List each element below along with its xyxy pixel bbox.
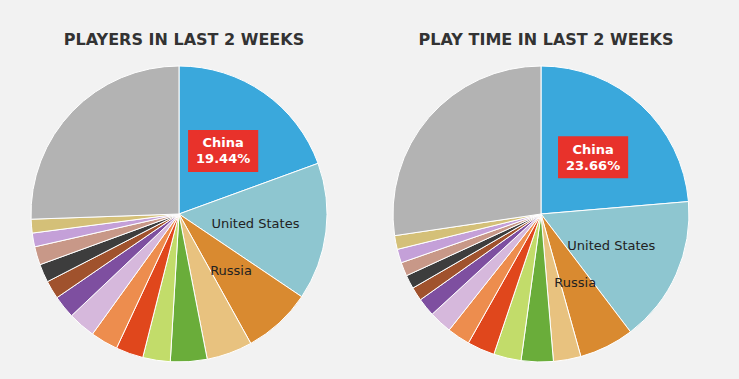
svg-text:23.66%: 23.66% (566, 158, 620, 173)
svg-text:PLAY TIME IN LAST 2 WEEKS: PLAY TIME IN LAST 2 WEEKS (419, 30, 674, 49)
svg-text:United States: United States (211, 216, 299, 231)
svg-text:PLAYERS IN LAST 2 WEEKS: PLAYERS IN LAST 2 WEEKS (64, 30, 304, 49)
svg-text:Russia: Russia (210, 263, 252, 278)
svg-text:19.44%: 19.44% (196, 151, 250, 166)
svg-text:Russia: Russia (554, 275, 596, 290)
svg-text:China: China (572, 142, 613, 157)
svg-text:China: China (203, 135, 244, 150)
svg-text:United States: United States (567, 238, 655, 253)
